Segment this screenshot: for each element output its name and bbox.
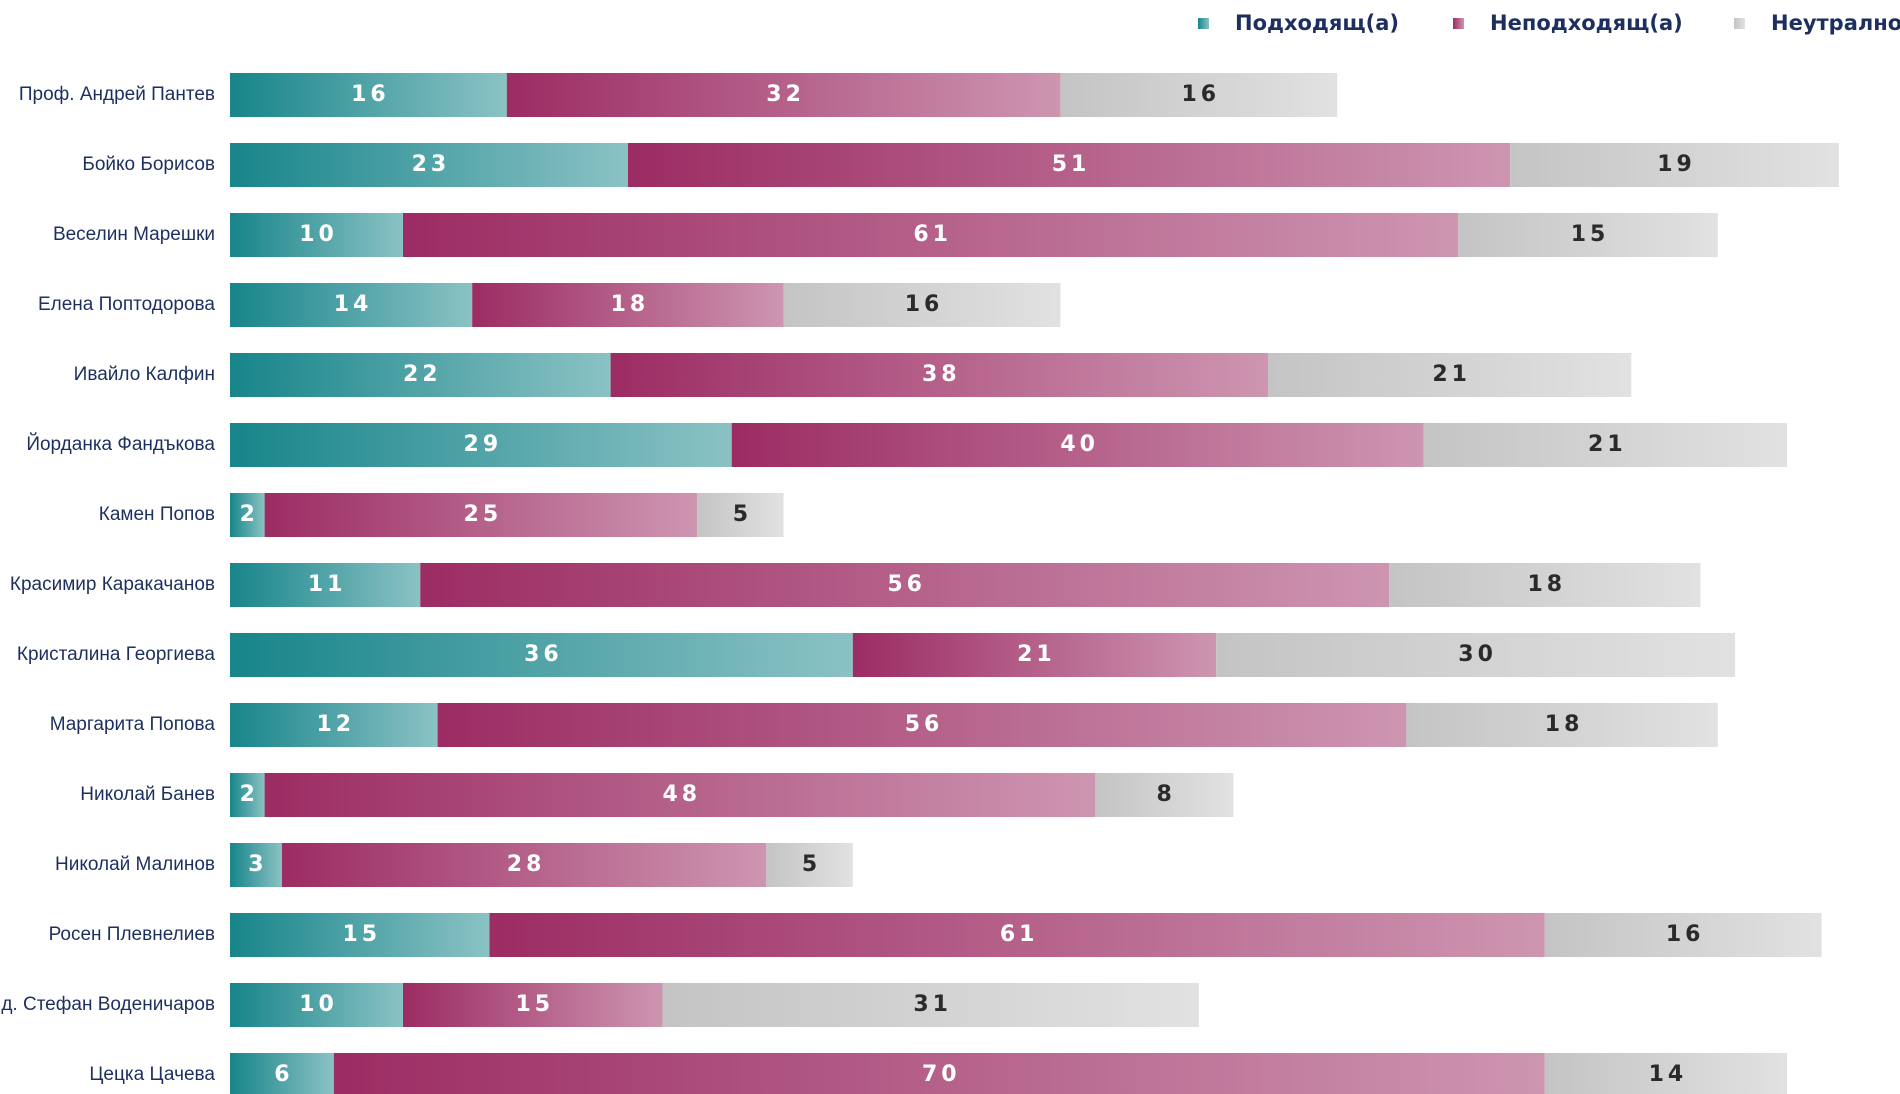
- value-label: 2: [240, 502, 259, 527]
- value-label: 12: [316, 712, 355, 737]
- value-label: 31: [913, 992, 952, 1017]
- value-label: 70: [922, 1062, 961, 1087]
- value-label: 16: [1181, 82, 1220, 107]
- legend-label: Подходящ(а): [1235, 11, 1399, 35]
- value-label: 18: [1527, 572, 1566, 597]
- value-label: 61: [913, 222, 952, 247]
- value-label: 23: [412, 152, 451, 177]
- value-label: 10: [299, 222, 338, 247]
- value-label: 38: [922, 362, 961, 387]
- value-label: 16: [905, 292, 944, 317]
- value-label: 51: [1052, 152, 1091, 177]
- value-label: 16: [351, 82, 390, 107]
- value-label: 36: [524, 642, 563, 667]
- legend-label: Неподходящ(а): [1490, 11, 1683, 35]
- category-label: Николай Малинов: [55, 854, 215, 875]
- value-label: 56: [887, 572, 926, 597]
- value-label: 61: [1000, 922, 1039, 947]
- value-label: 21: [1017, 642, 1056, 667]
- value-label: 5: [733, 502, 752, 527]
- value-label: 16: [1666, 922, 1705, 947]
- value-label: 5: [802, 852, 821, 877]
- category-label: Маргарита Попова: [50, 714, 216, 735]
- value-label: 56: [905, 712, 944, 737]
- value-label: 40: [1060, 432, 1099, 457]
- value-label: 21: [1432, 362, 1471, 387]
- value-label: 8: [1157, 782, 1176, 807]
- legend-swatch: [1198, 18, 1209, 29]
- category-label: Бойко Борисов: [82, 154, 215, 175]
- value-label: 28: [507, 852, 546, 877]
- value-label: 14: [1649, 1062, 1688, 1087]
- value-label: 21: [1588, 432, 1627, 457]
- value-label: 19: [1657, 152, 1696, 177]
- value-label: 18: [1545, 712, 1584, 737]
- category-label: Красимир Каракачанов: [10, 574, 215, 595]
- value-label: 11: [308, 572, 347, 597]
- value-label: 32: [766, 82, 805, 107]
- legend-swatch: [1734, 18, 1745, 29]
- value-label: 2: [240, 782, 259, 807]
- category-label: Камен Попов: [99, 504, 215, 525]
- legend-swatch: [1453, 18, 1464, 29]
- category-label: Росен Плевнелиев: [49, 924, 215, 945]
- value-label: 15: [342, 922, 381, 947]
- category-label: Проф. Андрей Пантев: [19, 84, 215, 105]
- value-label: 29: [464, 432, 503, 457]
- category-label: Йорданка Фандъкова: [26, 433, 215, 455]
- category-label: Николай Банев: [80, 784, 215, 805]
- value-label: 25: [464, 502, 503, 527]
- legend-label: Неутрално: [1771, 11, 1900, 35]
- chart: Подходящ(а) Неподходящ(а) Неутрално Проф. А…: [0, 0, 1900, 1094]
- value-label: 6: [274, 1062, 293, 1087]
- value-label: 48: [662, 782, 701, 807]
- value-label: 18: [611, 292, 650, 317]
- value-label: 3: [248, 852, 267, 877]
- value-label: 22: [403, 362, 442, 387]
- value-label: 30: [1458, 642, 1497, 667]
- category-label: Цецка Цачева: [89, 1064, 215, 1085]
- value-label: 15: [1571, 222, 1610, 247]
- value-label: 14: [334, 292, 373, 317]
- category-label: Веселин Марешки: [53, 224, 215, 245]
- category-label: Елена Поптодорова: [38, 294, 215, 315]
- value-label: 10: [299, 992, 338, 1017]
- value-label: 15: [515, 992, 554, 1017]
- category-label: д. Стефан Воденичаров: [1, 994, 215, 1015]
- category-label: Ивайло Калфин: [74, 364, 215, 385]
- category-label: Кристалина Георгиева: [17, 644, 216, 665]
